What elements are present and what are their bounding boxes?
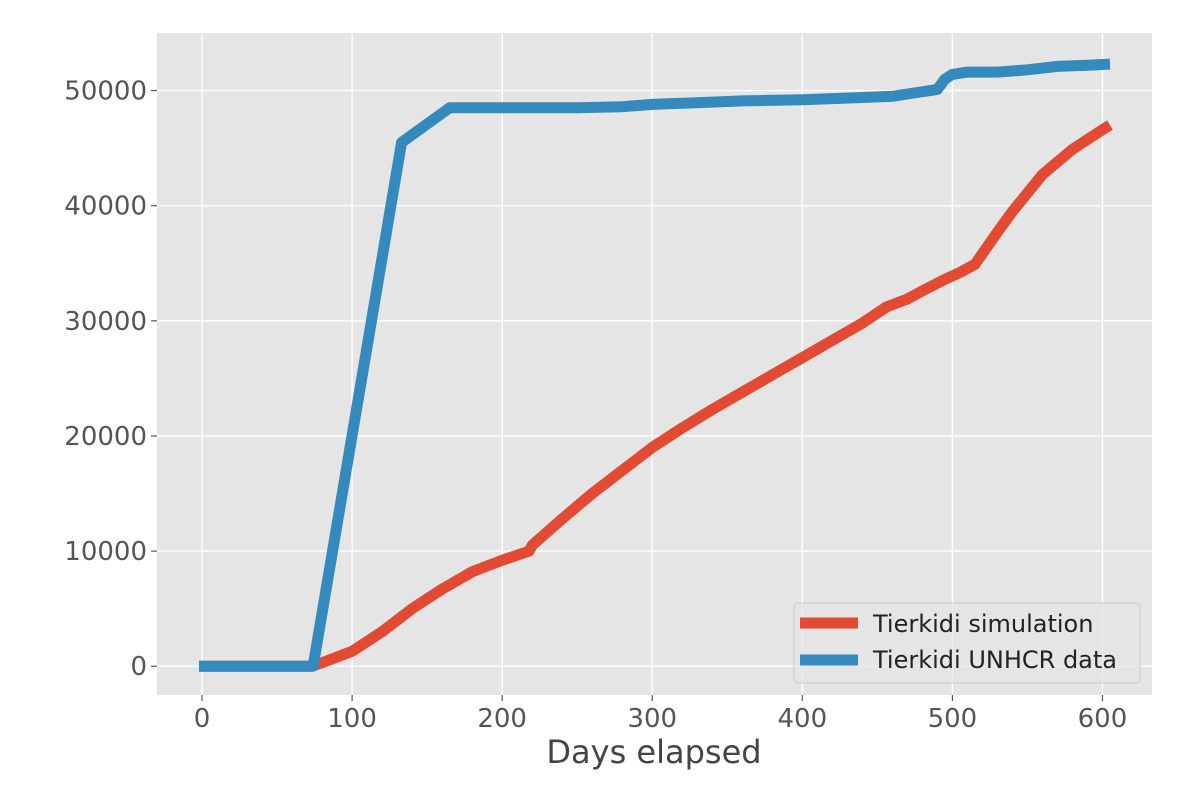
y-tick-label: 20000	[64, 422, 147, 452]
legend-label-simulation: Tierkidi simulation	[872, 610, 1093, 638]
legend-label-unhcr: Tierkidi UNHCR data	[872, 646, 1117, 674]
y-tick-label: 40000	[64, 192, 147, 222]
x-axis-ticks: 0 100 200 300 400 500 600	[194, 695, 1128, 734]
legend-box	[793, 602, 1141, 684]
y-tick-label: 10000	[64, 537, 147, 567]
x-tick-label: 100	[327, 704, 377, 734]
y-tick-label: 50000	[64, 77, 147, 107]
plot-area	[157, 33, 1152, 695]
x-tick-label: 200	[477, 704, 527, 734]
x-tick-label: 500	[928, 704, 978, 734]
series-line-unhcr	[199, 58, 1111, 672]
x-axis-title: Days elapsed	[546, 733, 761, 771]
x-tick-label: 400	[778, 704, 828, 734]
y-axis-ticks: 0 10000 20000 30000 40000 50000	[64, 77, 157, 682]
x-tick-label: 300	[627, 704, 677, 734]
legend: Tierkidi simulation Tierkidi UNHCR data	[793, 602, 1141, 684]
series-lines	[199, 58, 1113, 672]
x-tick-label: 600	[1078, 704, 1128, 734]
series-line-simulation	[199, 120, 1113, 672]
x-tick-label: 0	[194, 704, 211, 734]
y-tick-label: 30000	[64, 307, 147, 337]
y-tick-label: 0	[130, 652, 147, 682]
